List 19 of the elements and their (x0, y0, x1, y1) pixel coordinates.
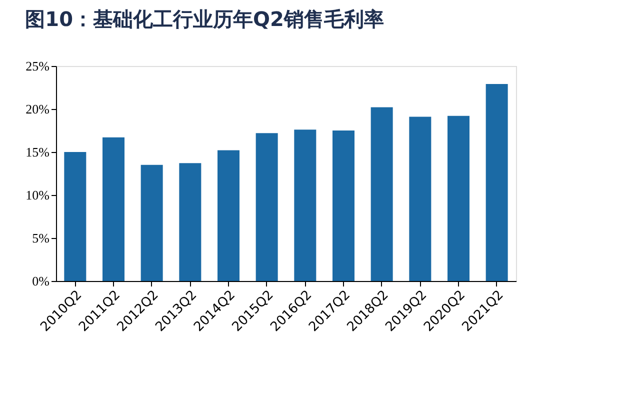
bar (64, 152, 86, 281)
bar (448, 116, 470, 281)
bar (218, 150, 240, 281)
bar (256, 133, 278, 281)
bar (486, 84, 508, 281)
y-tick-label: 20% (26, 102, 50, 116)
bar (332, 130, 354, 281)
y-tick-label: 5% (32, 230, 50, 246)
y-tick-label: 25% (26, 58, 50, 74)
y-tick-label: 15% (26, 144, 50, 160)
bar (294, 130, 316, 281)
y-tick-label: 0% (32, 274, 50, 288)
bar (140, 164, 163, 281)
bar (179, 163, 202, 281)
bar (370, 107, 393, 281)
bar (102, 137, 124, 281)
bar (409, 116, 432, 281)
chart-title: 图10：基础化工行业历年Q2销售毛利率 (25, 7, 384, 31)
y-tick-label: 10% (26, 188, 50, 202)
